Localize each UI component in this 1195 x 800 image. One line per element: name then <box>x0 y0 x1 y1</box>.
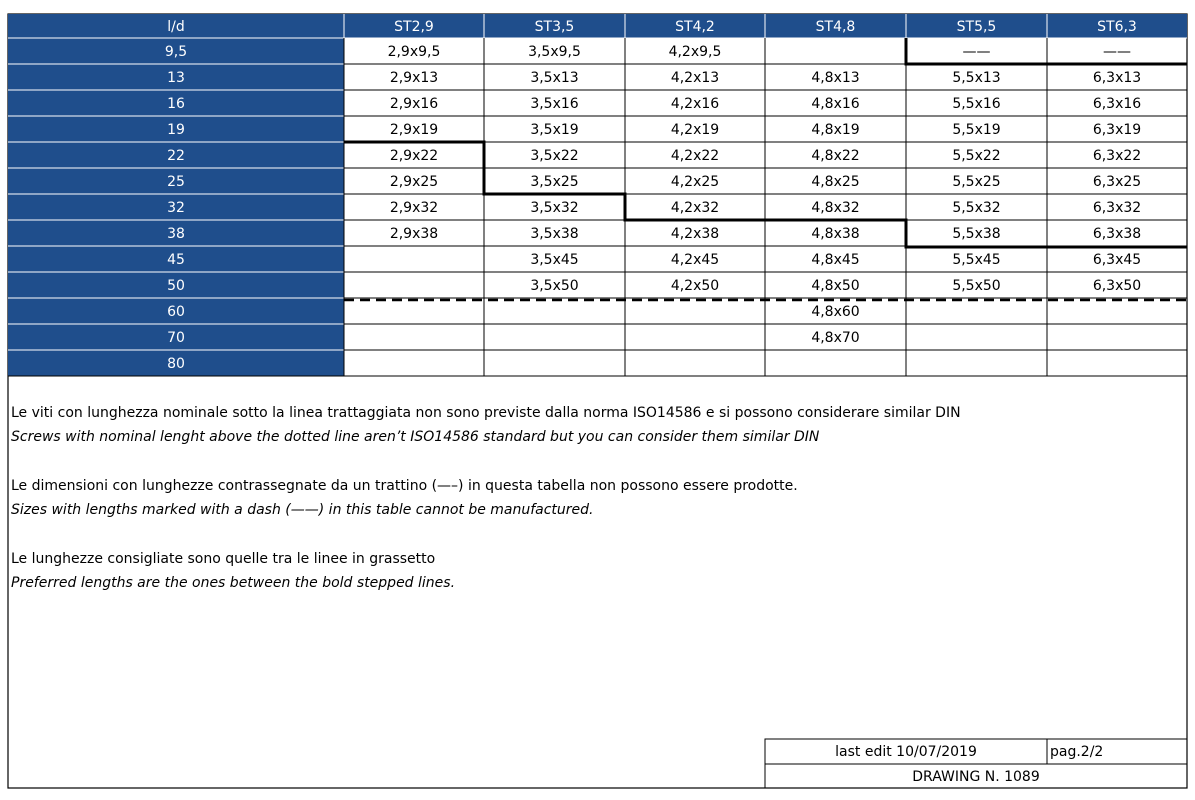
footer: last edit 10/07/2019 pag.2/2 DRAWING N. … <box>764 738 1188 789</box>
bold-lines <box>344 38 1187 249</box>
header-cell: ST2,9 <box>394 19 434 35</box>
cell: 3,5x32 <box>530 200 578 216</box>
cell: 3,5x38 <box>530 226 578 242</box>
cell: 4,8x38 <box>811 226 859 242</box>
cell: 4,8x50 <box>811 278 859 294</box>
cell: 2,9x25 <box>390 174 438 190</box>
cell: 3,5x50 <box>530 278 578 294</box>
cell: 5,5x19 <box>952 122 1000 138</box>
last-edit: last edit 10/07/2019 <box>835 744 977 760</box>
cell: 3,5x9,5 <box>528 44 581 60</box>
cell: 5,5x50 <box>952 278 1000 294</box>
header-cell: ST4,8 <box>816 19 856 35</box>
cell: 6,3x22 <box>1093 148 1141 164</box>
cell: 3,5x25 <box>530 174 578 190</box>
header-bg <box>8 14 1187 38</box>
cell: 5,5x13 <box>952 70 1000 86</box>
row-label-bg <box>8 38 344 376</box>
cell: 4,2x13 <box>671 70 719 86</box>
row-label: 22 <box>167 148 185 164</box>
cell: 2,9x22 <box>390 148 438 164</box>
cell: 4,2x16 <box>671 96 719 112</box>
note-en: Preferred lengths are the ones between t… <box>11 575 455 591</box>
cell: 6,3x16 <box>1093 96 1141 112</box>
cell: 4,2x45 <box>671 252 719 268</box>
cell: 5,5x22 <box>952 148 1000 164</box>
cell: 6,3x13 <box>1093 70 1141 86</box>
row-label: 19 <box>167 122 185 138</box>
cell: 2,9x13 <box>390 70 438 86</box>
header-cell: ST6,3 <box>1097 19 1137 35</box>
cell: 2,9x19 <box>390 122 438 138</box>
cell: 6,3x19 <box>1093 122 1141 138</box>
cell: 6,3x45 <box>1093 252 1141 268</box>
cell: 4,8x32 <box>811 200 859 216</box>
note-it: Le dimensioni con lunghezze contrassegna… <box>11 478 798 494</box>
bold-bottom-line <box>344 140 1187 249</box>
cell: 4,2x32 <box>671 200 719 216</box>
page-number: pag.2/2 <box>1050 744 1103 760</box>
cell: 5,5x38 <box>952 226 1000 242</box>
row-label: 50 <box>167 278 185 294</box>
row-label: 9,5 <box>165 44 187 60</box>
cell: 2,9x9,5 <box>388 44 441 60</box>
row-label: 25 <box>167 174 185 190</box>
drawing-number: DRAWING N. 1089 <box>912 769 1040 785</box>
header-cell: l/d <box>167 19 185 35</box>
cell: 6,3x38 <box>1093 226 1141 242</box>
header-cell: ST5,5 <box>957 19 997 35</box>
cell: 4,2x22 <box>671 148 719 164</box>
row-label: 70 <box>167 330 185 346</box>
cell: 4,8x19 <box>811 122 859 138</box>
cell: —— <box>1103 44 1131 60</box>
cell: 6,3x25 <box>1093 174 1141 190</box>
notes: Le viti con lunghezza nominale sotto la … <box>11 405 961 591</box>
cell: 6,3x32 <box>1093 200 1141 216</box>
cell: 4,2x9,5 <box>669 44 722 60</box>
cell: 5,5x16 <box>952 96 1000 112</box>
cell: 5,5x25 <box>952 174 1000 190</box>
cell: 2,9x38 <box>390 226 438 242</box>
cell: 5,5x32 <box>952 200 1000 216</box>
cell: 6,3x50 <box>1093 278 1141 294</box>
cell: —— <box>963 44 991 60</box>
cell: 4,2x19 <box>671 122 719 138</box>
cell: 3,5x19 <box>530 122 578 138</box>
cell: 2,9x16 <box>390 96 438 112</box>
cell: 4,8x60 <box>811 304 859 320</box>
table: l/d ST2,9 ST3,5 ST4,2 ST4,8 ST5,5 ST6,3 9,5 2,9x… <box>8 14 1187 377</box>
note-en: Screws with nominal lenght above the dot… <box>11 429 820 445</box>
row-label: 45 <box>167 252 185 268</box>
cell: 4,8x22 <box>811 148 859 164</box>
cell: 3,5x45 <box>530 252 578 268</box>
note-it: Le lunghezze consigliate sono quelle tra… <box>11 551 435 567</box>
cell: 4,8x70 <box>811 330 859 346</box>
row-label: 16 <box>167 96 185 112</box>
cell: 3,5x16 <box>530 96 578 112</box>
cell: 4,8x13 <box>811 70 859 86</box>
bold-top-line <box>904 38 1187 66</box>
cell: 4,2x25 <box>671 174 719 190</box>
cell: 4,2x38 <box>671 226 719 242</box>
cell: 4,8x16 <box>811 96 859 112</box>
cell: 3,5x13 <box>530 70 578 86</box>
row-label: 80 <box>167 356 185 372</box>
cell: 4,2x50 <box>671 278 719 294</box>
header-cell: ST4,2 <box>675 19 715 35</box>
cell: 2,9x32 <box>390 200 438 216</box>
cell: 4,8x45 <box>811 252 859 268</box>
header-cell: ST3,5 <box>535 19 575 35</box>
row-label: 32 <box>167 200 185 216</box>
row-label: 38 <box>167 226 185 242</box>
cell: 3,5x22 <box>530 148 578 164</box>
cell: 4,8x25 <box>811 174 859 190</box>
cell: 5,5x45 <box>952 252 1000 268</box>
note-en: Sizes with lengths marked with a dash (—… <box>11 502 594 518</box>
row-label: 13 <box>167 70 185 86</box>
row-label: 60 <box>167 304 185 320</box>
note-it: Le viti con lunghezza nominale sotto la … <box>11 405 961 421</box>
